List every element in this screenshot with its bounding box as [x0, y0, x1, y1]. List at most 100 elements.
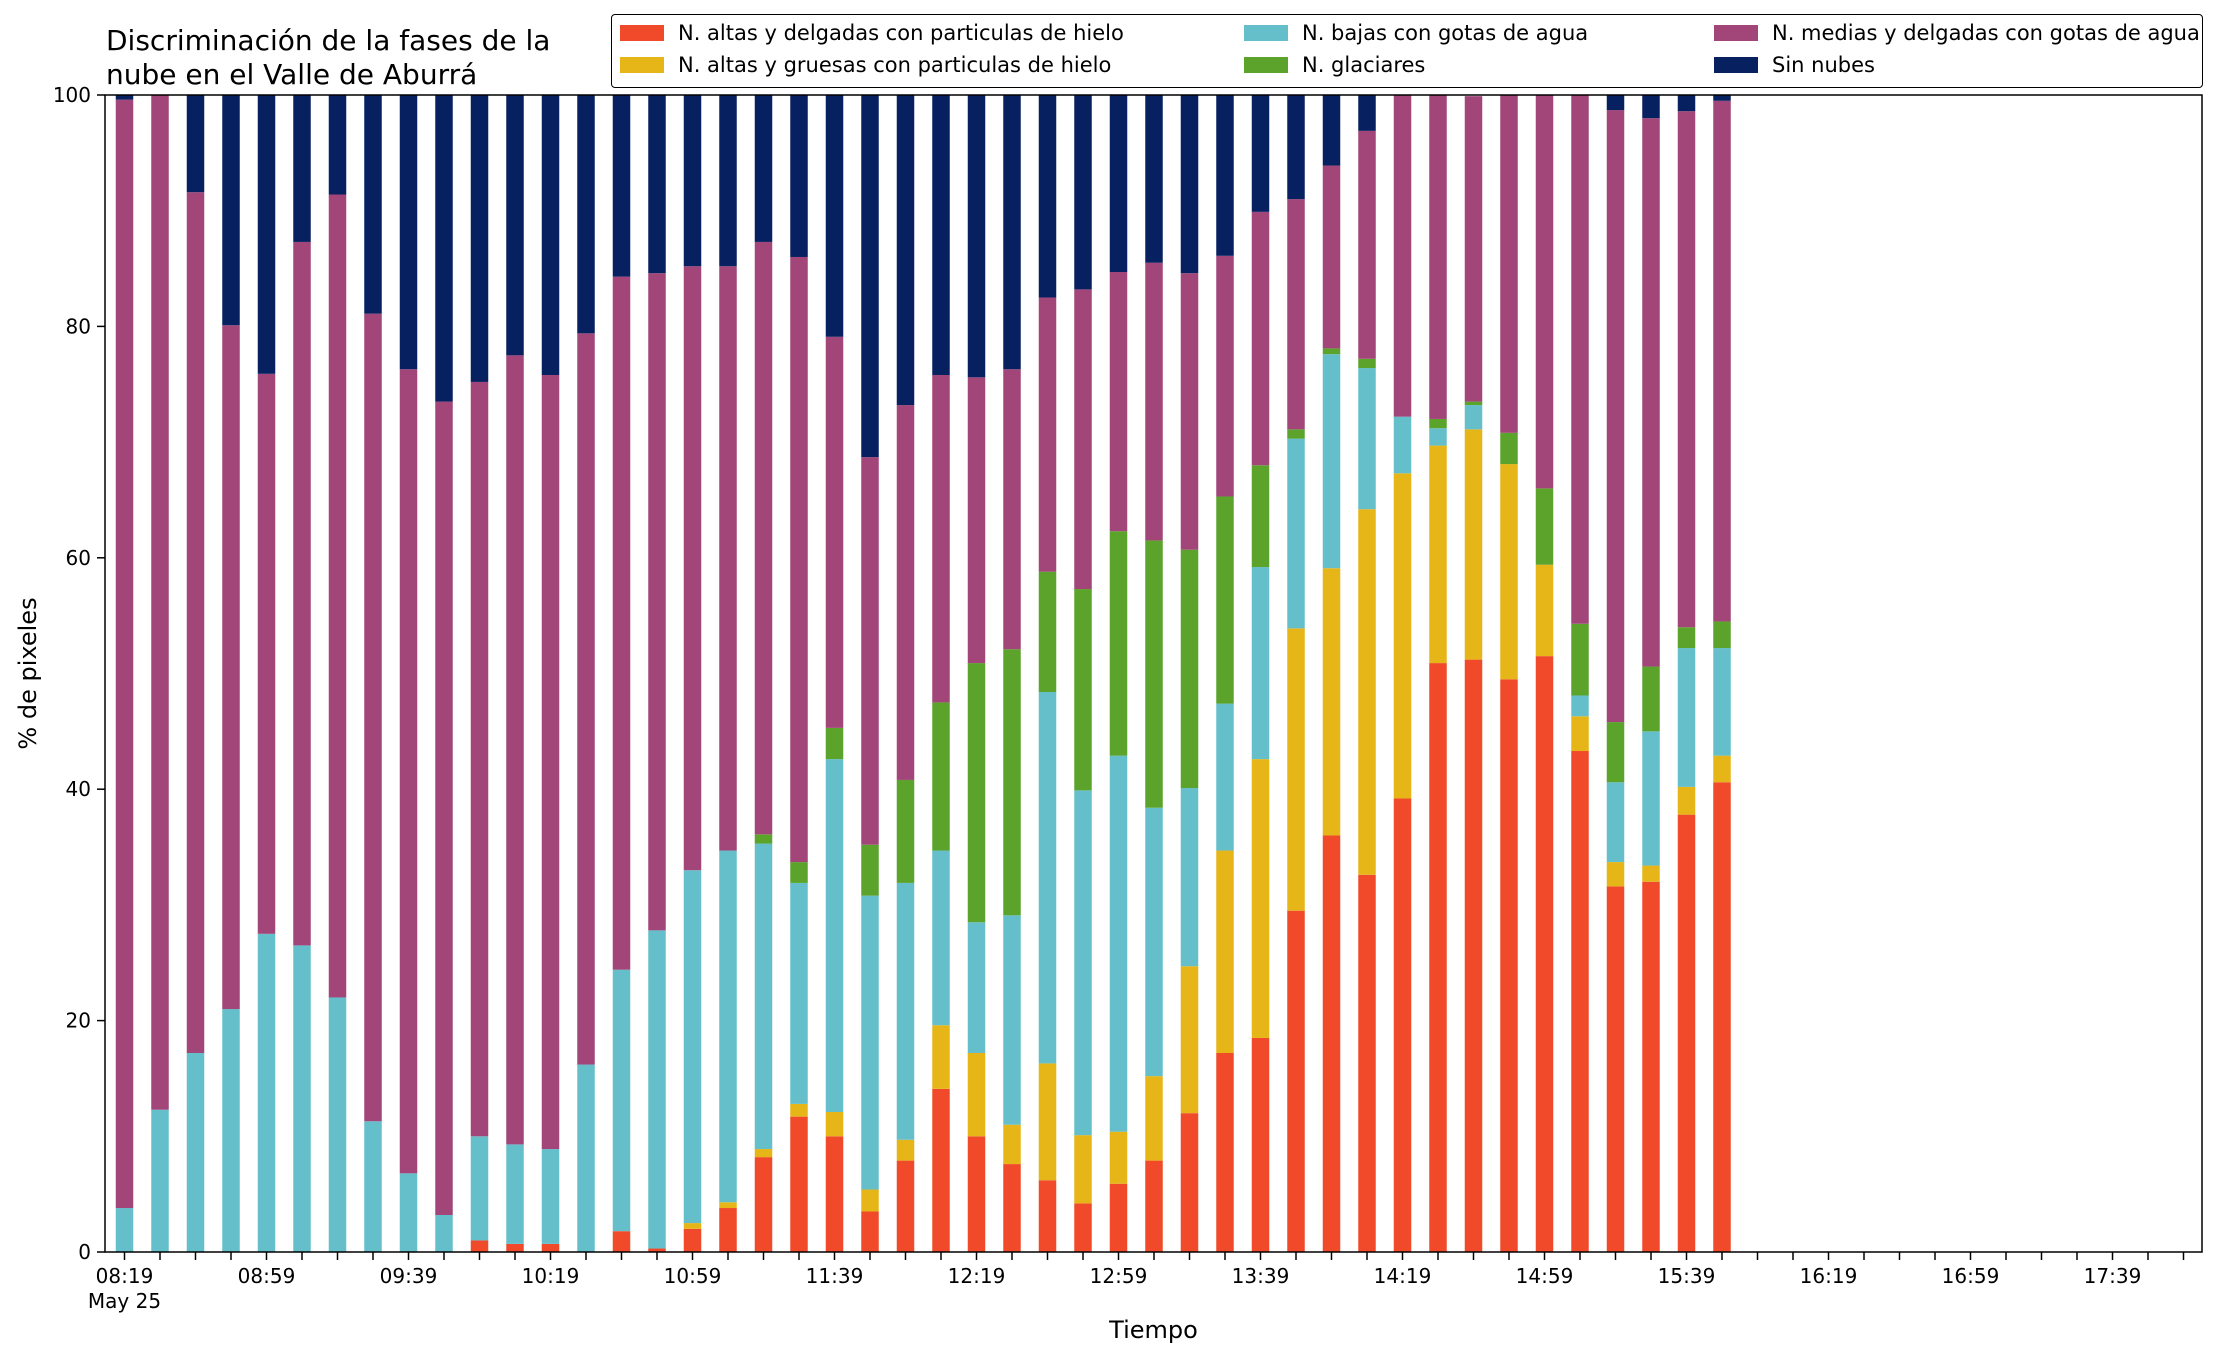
x-tick-label-1659: 16:59	[1942, 1264, 2000, 1288]
bar-segment-s3-i32	[1251, 465, 1270, 568]
bar-segment-s5-i23	[932, 95, 950, 375]
legend-item-4: N. medias y delgadas con gotas de agua	[1714, 21, 2200, 45]
bar-segment-s5-i6	[328, 95, 347, 195]
x-axis-label: Tiempo	[1108, 1316, 1198, 1344]
bar-segment-s0-i20	[825, 1136, 844, 1252]
y-tick-label-60: 60	[66, 546, 91, 570]
bar-segment-s3-i43	[1642, 666, 1660, 732]
bar-segment-s3-i45	[1713, 621, 1731, 649]
bar-segment-s2-i7	[364, 1121, 382, 1252]
bar-segment-s4-i10	[470, 381, 489, 1137]
bar-segment-s5-i32	[1251, 95, 1270, 212]
bar-segment-s3-i31	[1216, 496, 1234, 704]
legend-label-0: N. altas y delgadas con particulas de hi…	[678, 21, 1124, 45]
x-tick-label-1539: 15:39	[1658, 1264, 1716, 1288]
bar-segment-s0-i42	[1606, 886, 1625, 1252]
bar-segment-s1-i25	[1003, 1124, 1021, 1165]
legend-swatch-4	[1714, 25, 1758, 41]
bar-segment-s5-i21	[861, 95, 879, 458]
x-tick-label-0819: 08:19	[96, 1264, 154, 1288]
bar-segment-s4-i16	[683, 266, 702, 871]
bar-segment-s4-i20	[825, 336, 844, 728]
bar-segment-s1-i19	[790, 1103, 808, 1117]
bar-segment-s0-i45	[1713, 782, 1731, 1252]
bar-segment-s4-i34	[1322, 165, 1341, 349]
bar-segment-s1-i36	[1393, 473, 1412, 799]
bar-segment-s5-i4	[257, 95, 276, 374]
bar-segment-s4-i19	[790, 256, 808, 863]
y-tick-label-0: 0	[78, 1240, 91, 1264]
bar-segment-s3-i38	[1464, 401, 1483, 406]
bar-segment-s2-i13	[577, 1064, 595, 1252]
bar-segment-s1-i26	[1038, 1063, 1057, 1181]
bar-segment-s0-i37	[1429, 663, 1447, 1252]
bar-segment-s0-i30	[1180, 1113, 1199, 1252]
bar-segment-s3-i37	[1429, 418, 1447, 429]
bar-segment-s2-i25	[1003, 915, 1021, 1125]
bar-segment-s4-i25	[1003, 369, 1021, 650]
bar-segment-s2-i26	[1038, 692, 1057, 1064]
bar-segment-s4-i41	[1571, 95, 1589, 624]
bar-segment-s2-i44	[1677, 648, 1696, 787]
bar-segment-s3-i28	[1109, 531, 1128, 756]
x-tick-label-0939: 09:39	[380, 1264, 438, 1288]
legend-swatch-1	[620, 57, 664, 73]
bar-segment-s4-i31	[1216, 255, 1234, 497]
bar-segment-s2-i9	[435, 1214, 453, 1252]
legend-label-2: N. bajas con gotas de agua	[1302, 21, 1589, 45]
bar-segment-s0-i33	[1287, 910, 1305, 1252]
bar-segment-s0-i27	[1074, 1203, 1092, 1252]
bar-segment-s0-i10	[470, 1240, 489, 1252]
bar-segment-s5-i3	[222, 95, 240, 326]
bar-segment-s2-i8	[399, 1173, 418, 1252]
bar-segment-s0-i35	[1358, 874, 1376, 1252]
bar-segment-s0-i19	[790, 1116, 808, 1252]
bar-segment-s1-i16	[683, 1223, 702, 1229]
x-tick-label-1459: 14:59	[1516, 1264, 1574, 1288]
bar-segment-s0-i36	[1393, 798, 1412, 1252]
bar-segment-s4-i4	[257, 373, 276, 934]
bar-segment-s0-i14	[612, 1231, 631, 1252]
bar-segment-s4-i27	[1074, 289, 1092, 590]
x-tick-label-1059: 10:59	[664, 1264, 722, 1288]
bar-segment-s5-i17	[719, 95, 737, 267]
bar-segment-s5-i8	[399, 95, 418, 370]
bar-segment-s4-i30	[1180, 273, 1199, 550]
bar-segment-s5-i11	[506, 95, 524, 356]
bar-segment-s0-i41	[1571, 751, 1589, 1252]
bar-segment-s4-i38	[1464, 96, 1483, 402]
x-tick-label-0859: 08:59	[238, 1264, 296, 1288]
bar-segment-s4-i37	[1429, 95, 1447, 419]
bar-segment-s2-i30	[1180, 788, 1199, 967]
bar-segment-s4-i17	[719, 266, 737, 851]
bar-segment-s1-i31	[1216, 850, 1234, 1053]
y-axis: 0 20 40 60 80 100	[53, 83, 105, 1264]
bar-segment-s2-i24	[967, 922, 986, 1053]
bar-segment-s5-i28	[1109, 95, 1128, 273]
chart-title-line-1: Discriminación de la fases de la	[106, 24, 551, 57]
bar-segment-s2-i20	[825, 759, 844, 1112]
bar-segment-s1-i30	[1180, 966, 1199, 1114]
x-tick-label-1339: 13:39	[1232, 1264, 1290, 1288]
bar-segment-s4-i42	[1606, 110, 1625, 723]
bar-segment-s1-i17	[719, 1202, 737, 1209]
bar-segment-s0-i18	[754, 1157, 773, 1252]
bar-segment-s3-i29	[1145, 540, 1163, 808]
bar-segment-s5-i20	[825, 95, 844, 337]
bar-segment-s1-i27	[1074, 1135, 1092, 1204]
legend-item-5: Sin nubes	[1714, 53, 1875, 77]
bar-segment-s1-i24	[967, 1053, 986, 1137]
bar-segment-s1-i20	[825, 1112, 844, 1137]
bar-segment-s4-i0	[115, 99, 134, 1209]
legend-label-4: N. medias y delgadas con gotas de agua	[1772, 21, 2200, 45]
bar-segment-s4-i21	[861, 457, 879, 845]
bar-segment-s3-i24	[967, 663, 986, 923]
legend-item-1: N. altas y gruesas con particulas de hie…	[620, 53, 1111, 77]
bar-segment-s0-i32	[1251, 1037, 1270, 1252]
bar-segment-s5-i18	[754, 95, 773, 242]
bar-segment-s2-i4	[257, 933, 276, 1252]
bar-segment-s2-i31	[1216, 703, 1234, 851]
bar-segment-s2-i23	[932, 850, 950, 1026]
bar-segment-s4-i26	[1038, 297, 1057, 572]
legend-swatch-0	[620, 25, 664, 41]
